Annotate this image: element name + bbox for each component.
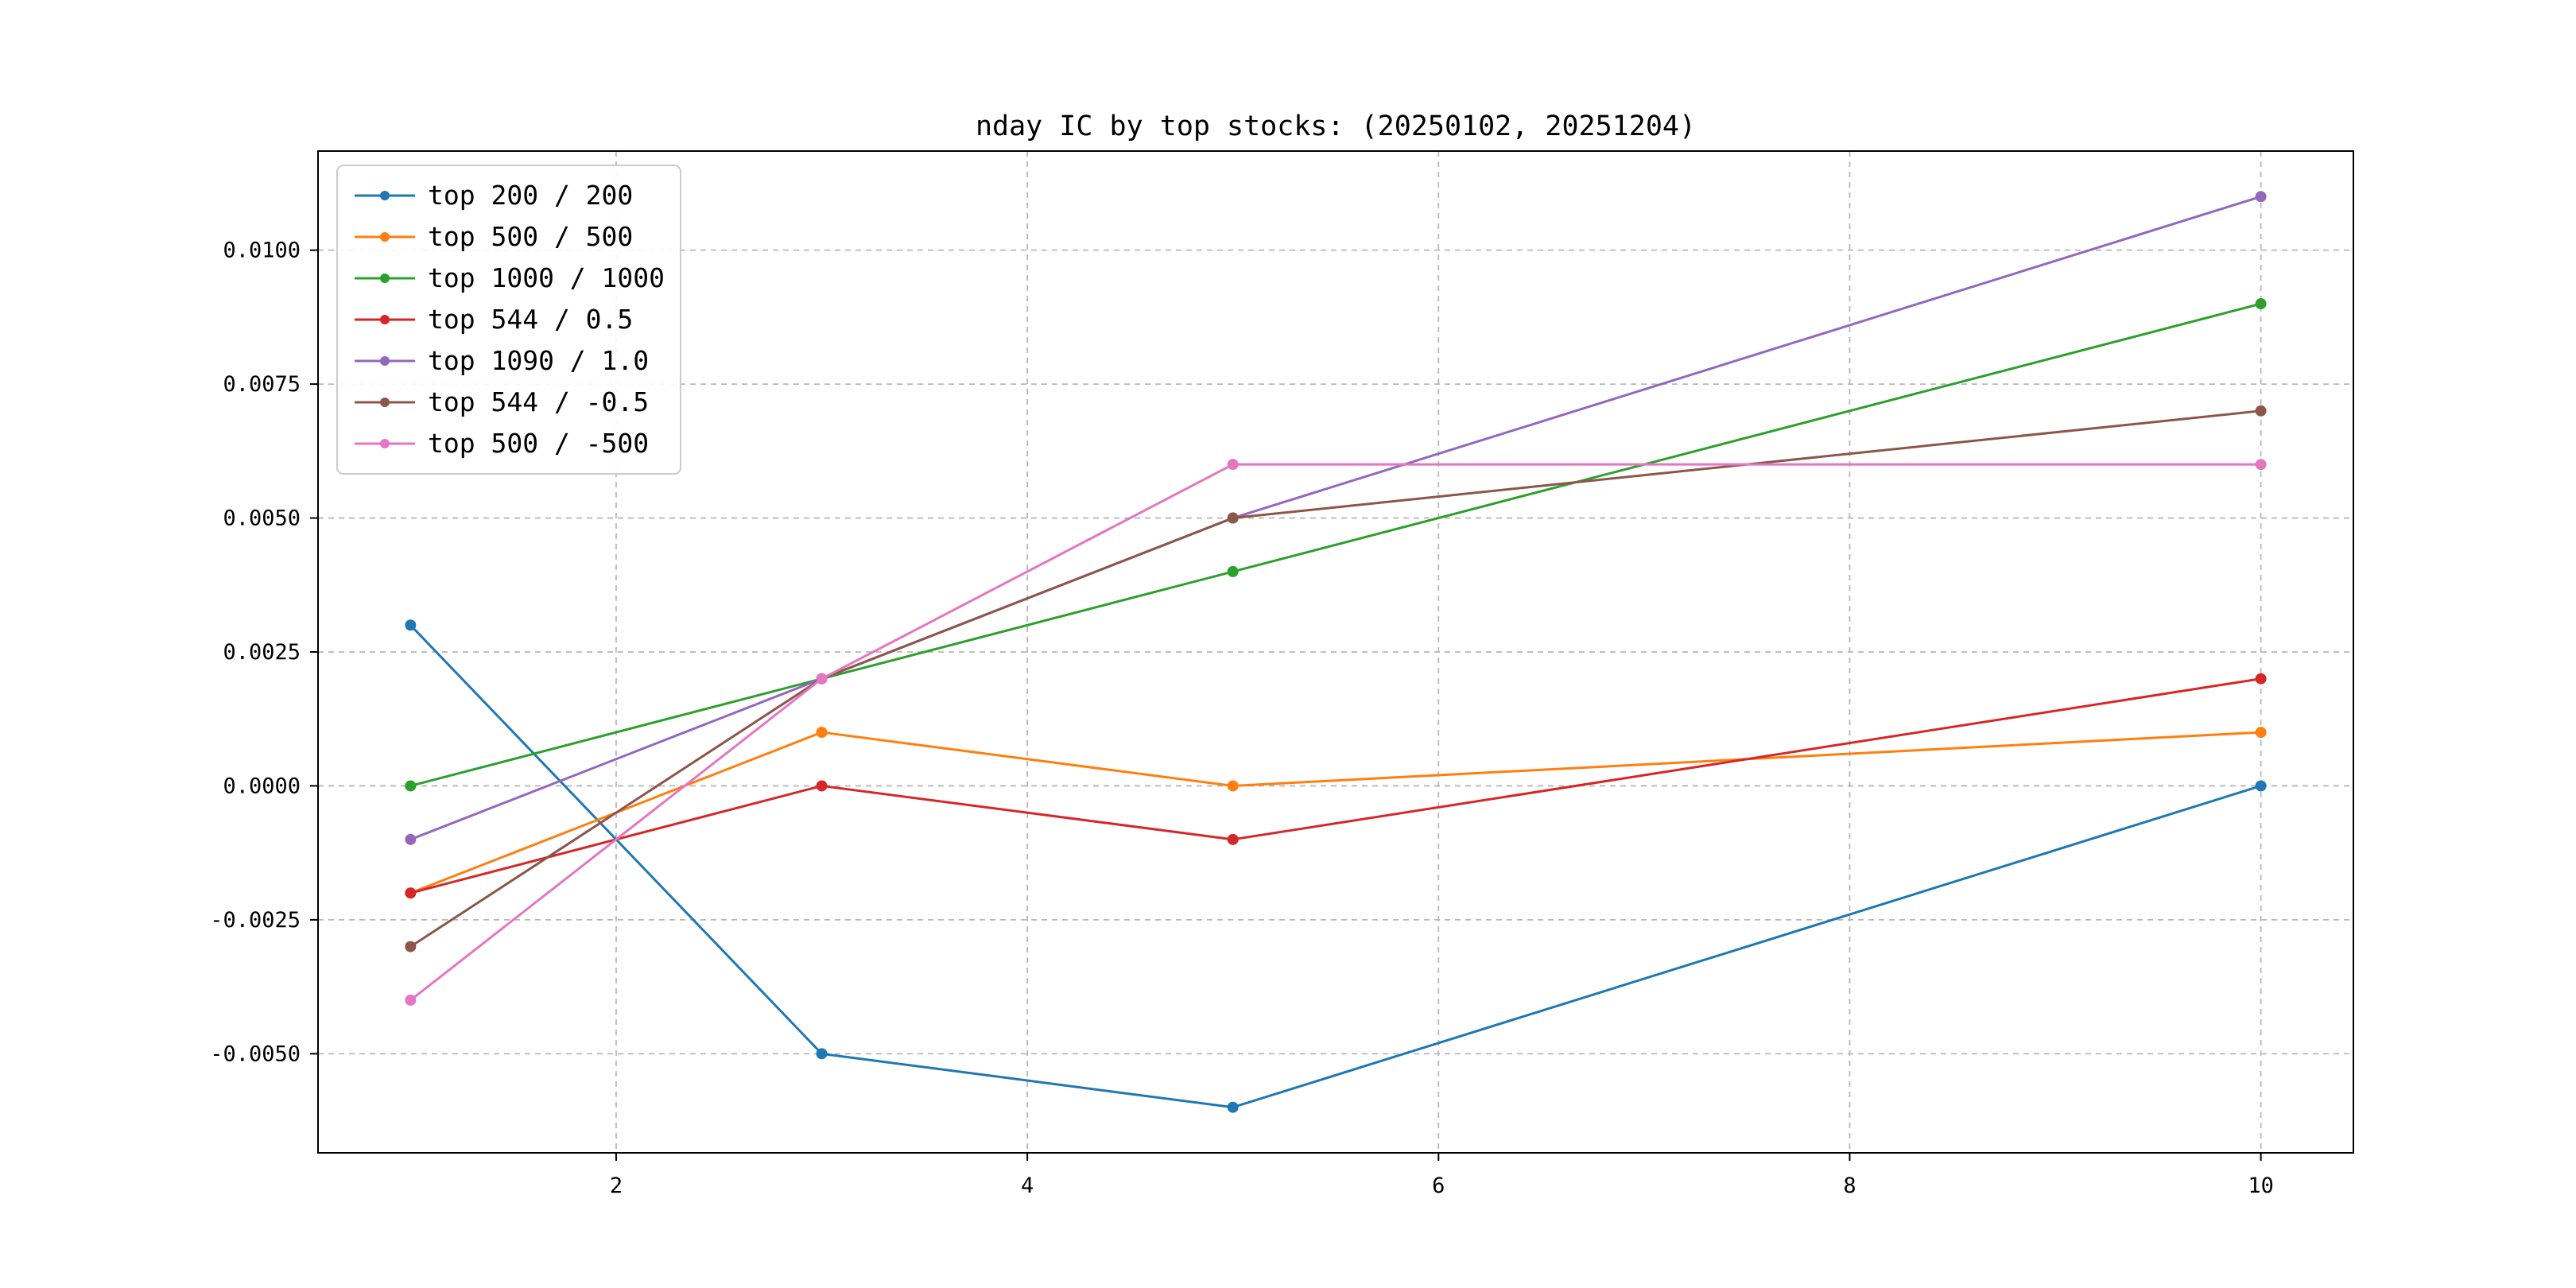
data-point (405, 833, 417, 845)
data-point (2255, 780, 2267, 792)
series-line (409, 731, 2261, 894)
legend-label: top 544 / 0.5 (428, 304, 633, 335)
y-tick-label: 0.0000 (223, 774, 301, 798)
legend-label: top 200 / 200 (428, 180, 633, 211)
series-line (409, 409, 2261, 948)
y-tick-label: 0.0100 (223, 239, 301, 263)
legend-marker (380, 315, 390, 324)
data-point (2255, 727, 2267, 739)
legend-marker (380, 356, 390, 366)
data-point (405, 887, 417, 899)
data-point (816, 727, 828, 739)
x-tick-label: 8 (1843, 1174, 1856, 1198)
x-tick-label: 2 (610, 1174, 623, 1198)
x-tick-label: 10 (2248, 1174, 2274, 1198)
series-group (405, 191, 2267, 1113)
data-point (1227, 780, 1239, 792)
data-point (405, 619, 417, 631)
legend-marker (380, 398, 390, 407)
y-tick-label: 0.0050 (223, 506, 301, 531)
legend-label: top 500 / -500 (428, 428, 649, 459)
data-point (2255, 405, 2267, 417)
data-point (816, 673, 828, 685)
y-tick-label: -0.0050 (210, 1042, 301, 1066)
legend-label: top 1000 / 1000 (428, 262, 665, 293)
data-point (1227, 459, 1239, 471)
data-point (1227, 1101, 1239, 1113)
data-point (2255, 191, 2267, 203)
x-tick-label: 4 (1021, 1174, 1034, 1198)
data-point (816, 1048, 828, 1060)
series-line (409, 463, 2261, 1002)
legend-label: top 544 / -0.5 (428, 386, 649, 417)
data-point (1227, 565, 1239, 577)
legend-marker (380, 439, 390, 448)
y-tick-label: 0.0075 (223, 372, 301, 397)
data-point (2255, 673, 2267, 685)
plot-border (317, 150, 2354, 1154)
data-point (2255, 459, 2267, 471)
data-point (2255, 298, 2267, 310)
legend-label: top 1090 / 1.0 (428, 345, 649, 376)
legend-label: top 500 / 500 (428, 221, 633, 252)
y-tick-label: 0.0025 (223, 640, 301, 665)
series-line (409, 302, 2262, 787)
data-point (816, 780, 828, 792)
data-point (1227, 512, 1239, 524)
data-point (1227, 833, 1239, 845)
chart-title: nday IC by top stocks: (20250102, 202512… (976, 111, 1696, 142)
series-line (409, 624, 2262, 1109)
legend-box (336, 165, 681, 475)
legend: top 200 / 200 top 500 / 500 top 1000 / 100… (336, 165, 681, 475)
x-tick-label: 6 (1432, 1174, 1445, 1198)
y-tick-label: -0.0025 (210, 908, 301, 933)
data-point (405, 941, 417, 952)
data-point (405, 780, 417, 792)
data-point (405, 994, 417, 1006)
grid: 2 4 6 8 10 -0.0050 -0.0025 0.0000 0.0025 0.0050 0.… (210, 151, 2353, 1198)
legend-marker (380, 274, 390, 283)
legend-marker (380, 191, 390, 200)
legend-marker (380, 232, 390, 242)
